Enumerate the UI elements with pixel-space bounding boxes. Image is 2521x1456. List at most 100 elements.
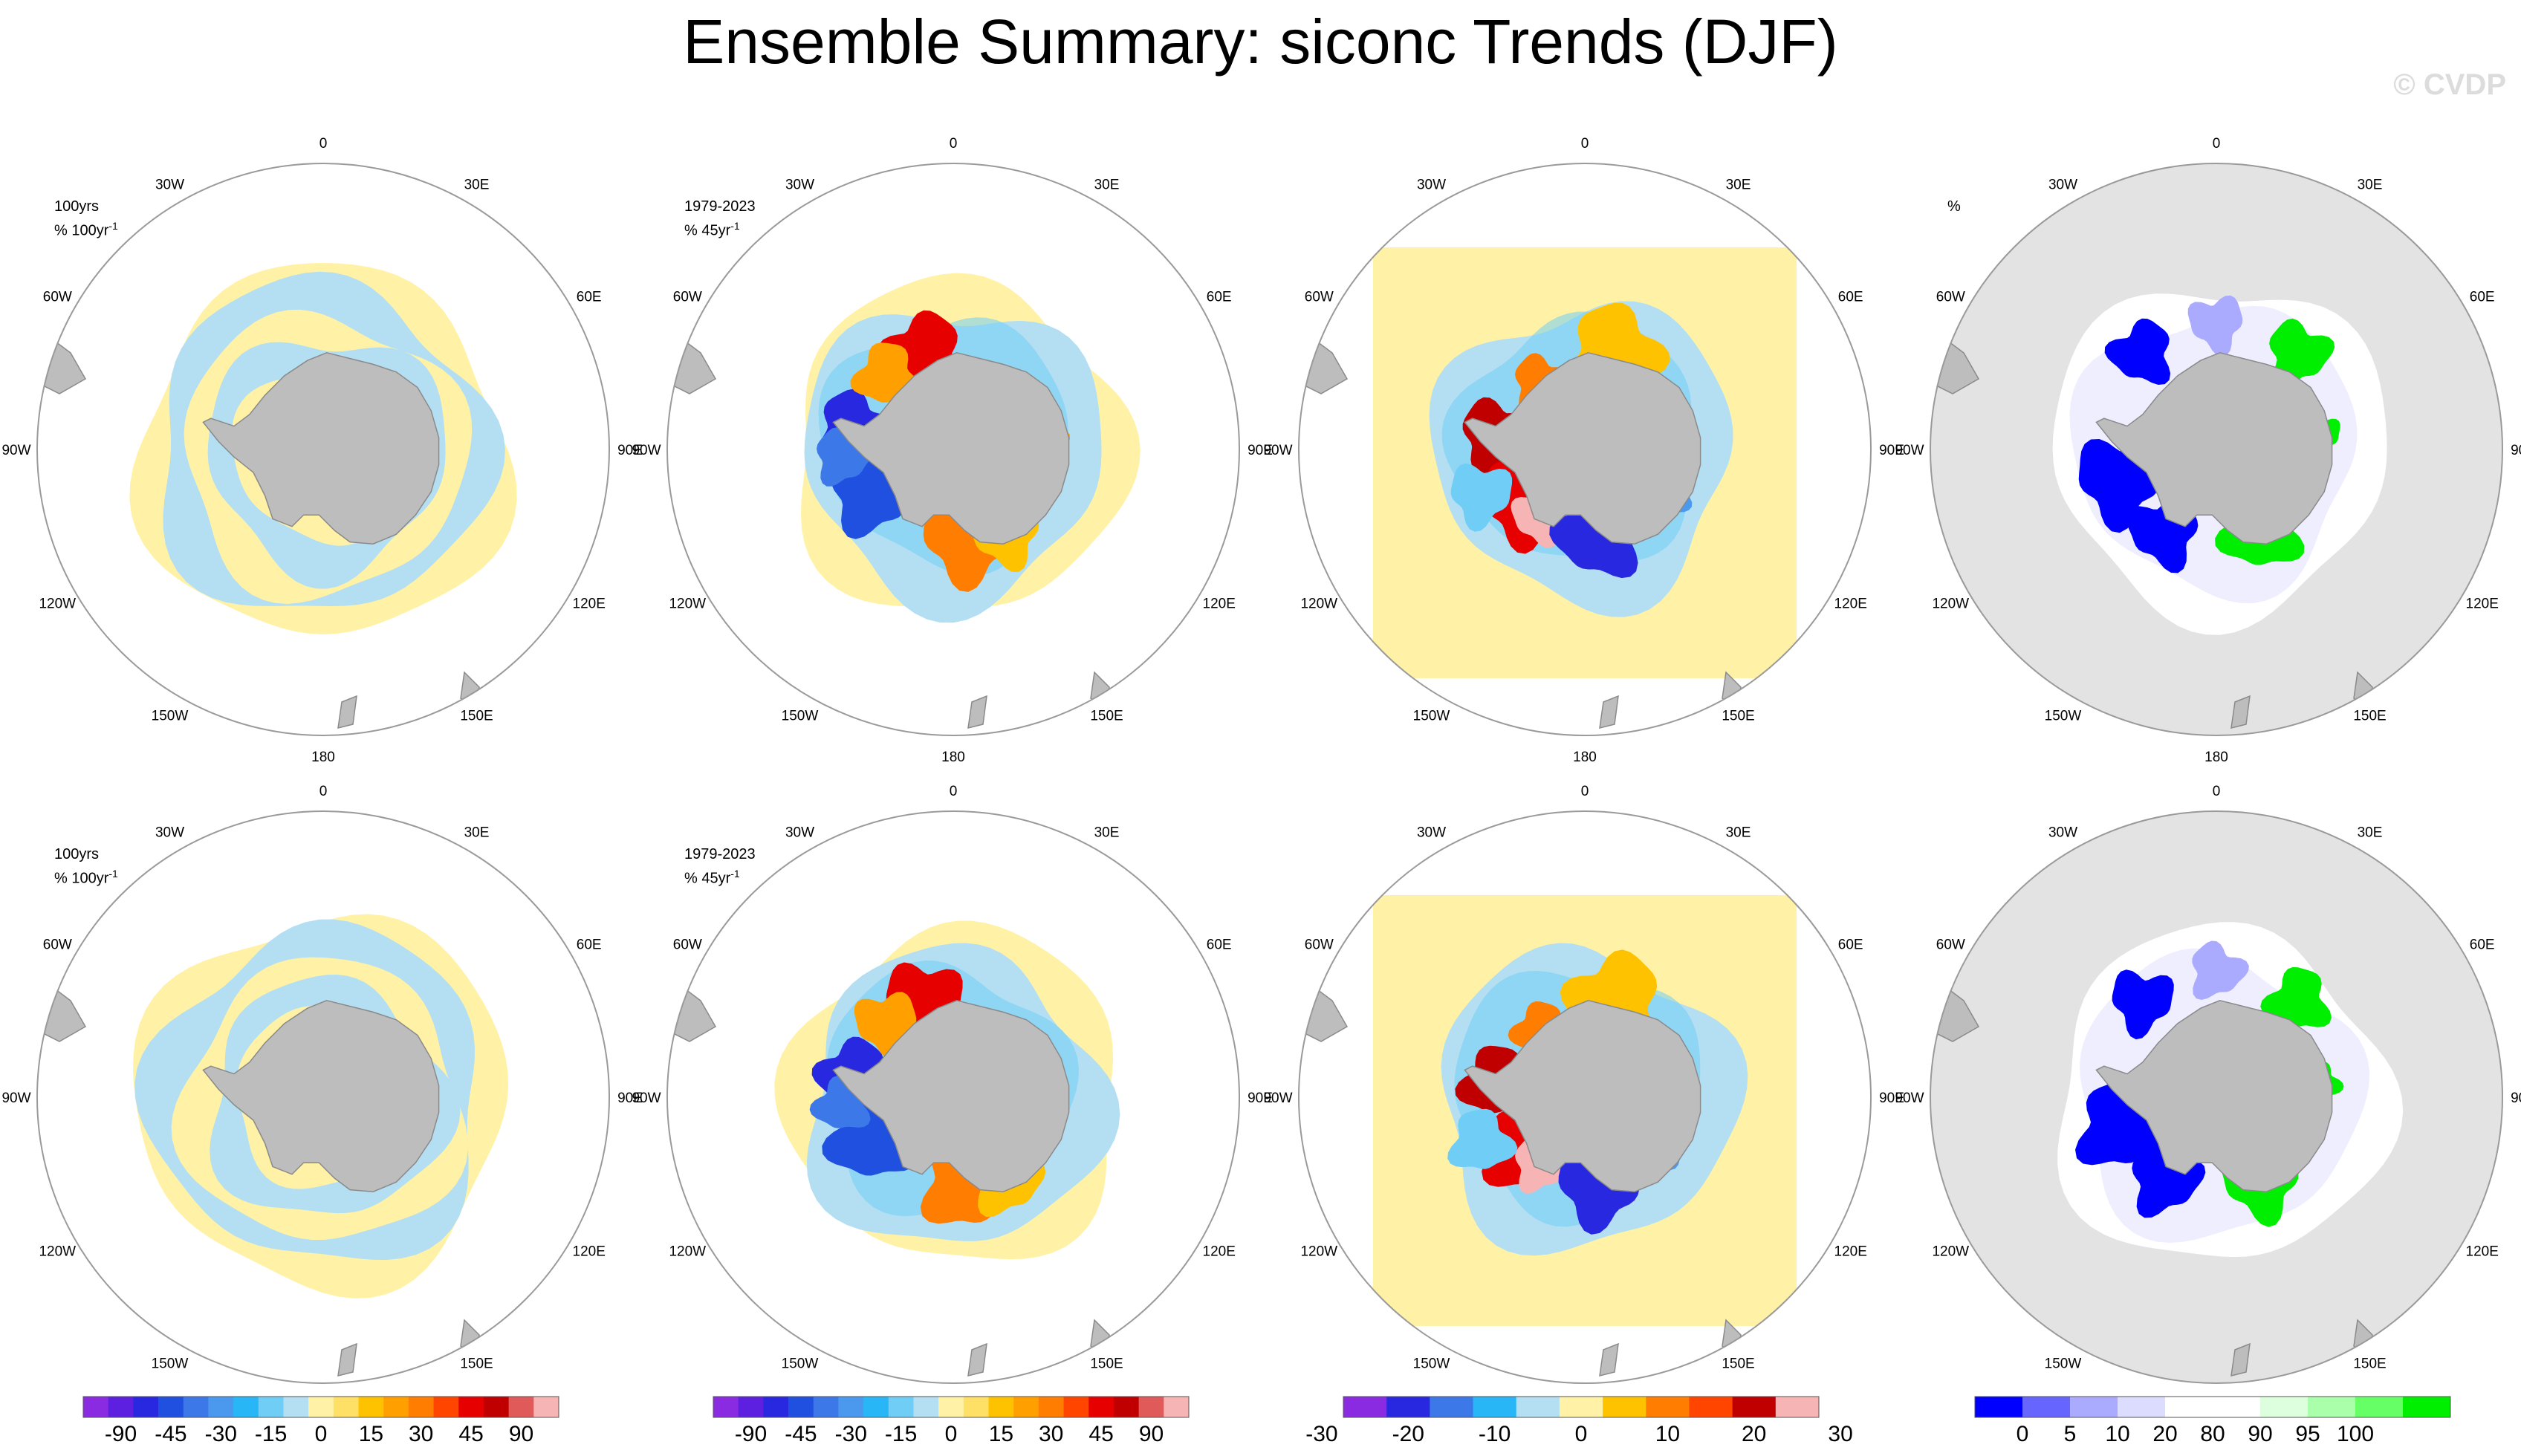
longitude-label: 60E	[1838, 290, 1863, 305]
longitude-label: 120E	[573, 1244, 606, 1260]
colorbar: -90 -45 -30 -15 0 15 30 45 90	[82, 1396, 559, 1446]
colorbar-label: -15	[255, 1422, 287, 1446]
colorbar-label: -30	[1305, 1422, 1337, 1446]
colorbar-swatch	[258, 1397, 284, 1417]
panel-units: 1979-2023 % 45yr-1	[684, 845, 756, 888]
longitude-label: 30E	[1094, 177, 1120, 192]
colorbar-swatch	[938, 1397, 964, 1417]
longitude-label: 180	[311, 750, 335, 765]
colorbar-label: -45	[155, 1422, 186, 1446]
longitude-label: 30E	[1726, 825, 1751, 840]
tasmania-landmass	[967, 1342, 987, 1377]
colorbar: -30 -20 -10 0 10 20 30	[1305, 1396, 1853, 1446]
longitude-label: 0	[319, 784, 328, 799]
longitude-label: 120W	[1300, 597, 1337, 612]
units-exponent: -1	[730, 220, 740, 232]
longitude-label: 120W	[1300, 1244, 1337, 1260]
colorbar-label: 45	[458, 1422, 483, 1446]
colorbar-swatch	[1038, 1397, 1065, 1417]
colorbar-label: 45	[1088, 1422, 1113, 1446]
colorbar-swatch	[183, 1397, 209, 1417]
rank-patch	[2104, 318, 2171, 385]
rank-patch	[2187, 295, 2243, 357]
colorbar-swatch	[333, 1397, 360, 1417]
map-field	[37, 914, 509, 1377]
colorbar-swatch	[208, 1397, 234, 1417]
antarctica-landmass	[832, 352, 1070, 545]
longitude-label: 0	[950, 784, 958, 799]
colorbar-label: 15	[359, 1422, 383, 1446]
colorbar-label: 30	[1828, 1422, 1852, 1446]
colorbar-label: -30	[205, 1422, 237, 1446]
longitude-label: 150W	[2045, 1356, 2082, 1372]
colorbar-swatch	[2118, 1397, 2166, 1417]
colorbar-swatch	[1113, 1397, 1140, 1417]
longitude-label: 30W	[785, 825, 814, 840]
colorbar-frame	[713, 1396, 1190, 1418]
colorbar-swatch	[458, 1397, 484, 1417]
colorbar-label: 10	[2105, 1422, 2129, 1446]
colorbar-swatch	[838, 1397, 864, 1417]
panel-units: 100yrs % 100yr-1	[54, 197, 118, 241]
longitude-label: 60W	[1936, 290, 1965, 305]
colorbar-swatch	[1646, 1397, 1690, 1417]
longitude-label: 120E	[2466, 597, 2499, 612]
longitude-label: 120W	[669, 1244, 706, 1260]
longitude-label: 150E	[1722, 709, 1754, 724]
longitude-label: 60W	[1936, 937, 1965, 953]
longitude-label: 30E	[2358, 825, 2383, 840]
colorbar-swatch	[433, 1397, 459, 1417]
longitude-label: 60W	[1305, 290, 1334, 305]
colorbar-label: -45	[785, 1422, 817, 1446]
colorbar-swatch	[383, 1397, 409, 1417]
antarctica-landmass	[202, 352, 440, 545]
rank-patch	[2260, 966, 2332, 1028]
colorbar-swatch	[1975, 1397, 2023, 1417]
colorbar-swatch	[2260, 1397, 2309, 1417]
antarctica-landmass	[832, 1000, 1070, 1192]
longitude-label: 90W	[1, 443, 30, 458]
panel-period: 100yrs	[54, 846, 100, 862]
longitude-label: 30W	[2048, 825, 2077, 840]
antarctica-landmass	[2095, 352, 2333, 545]
longitude-label: 120E	[573, 597, 606, 612]
polar-map: 0 30E 60E 90E 120E 150E 180 150W 120W 90W 60W 30W	[632, 136, 1272, 765]
antarctica-landmass	[1464, 352, 1701, 545]
longitude-label: 60E	[577, 290, 602, 305]
colorbar-swatch	[1516, 1397, 1560, 1417]
antarctica-landmass	[1464, 1000, 1701, 1192]
colorbar-swatch	[1603, 1397, 1646, 1417]
panel-period: 1979-2023	[684, 198, 756, 215]
units-label: % 45yr	[684, 222, 731, 239]
longitude-label: 90E	[617, 1091, 643, 1106]
colorbar: -90 -45 -30 -15 0 15 30 45 90	[713, 1396, 1190, 1446]
colorbar-label: -90	[105, 1422, 137, 1446]
panel-units: %	[1947, 197, 1961, 216]
colorbar-swatch	[963, 1397, 990, 1417]
longitude-label: 120W	[39, 597, 76, 612]
colorbar-swatch	[1138, 1397, 1164, 1417]
longitude-label: 180	[941, 750, 965, 765]
longitude-label: 60W	[43, 937, 72, 953]
longitude-label: 150W	[152, 1356, 189, 1372]
colorbar-swatch	[283, 1397, 309, 1417]
main-title: Ensemble Summary: siconc Trends (DJF)	[683, 7, 1838, 77]
colorbar-swatch	[358, 1397, 384, 1417]
colorbar-swatch	[763, 1397, 789, 1417]
colorbar-frame	[1343, 1396, 1820, 1418]
colorbar-swatch	[2022, 1397, 2071, 1417]
longitude-label: 120E	[1203, 1244, 1236, 1260]
map-field	[667, 920, 1120, 1377]
longitude-label: 90E	[1247, 1091, 1273, 1106]
anomaly-patch	[1447, 1108, 1518, 1169]
tasmania-landmass	[967, 695, 987, 729]
tasmania-landmass	[2230, 695, 2251, 729]
longitude-label: 60E	[577, 937, 602, 953]
colorbar-swatch	[508, 1397, 534, 1417]
colorbar-swatch	[1088, 1397, 1115, 1417]
longitude-label: 90W	[1895, 443, 1924, 458]
longitude-label: 30W	[2048, 177, 2077, 192]
colorbar-label: 0	[2017, 1422, 2029, 1446]
longitude-label: 150E	[1090, 1356, 1123, 1372]
colorbar-swatch	[1473, 1397, 1517, 1417]
